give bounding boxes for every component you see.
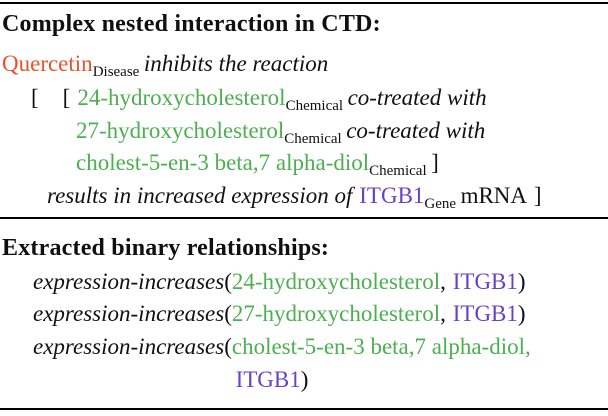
relation-text-results: results in increased expression of xyxy=(47,183,353,208)
bottom-rule xyxy=(0,408,608,410)
entity-cholest-diol: cholest-5-en-3 beta,7 alpha-diol xyxy=(76,150,370,175)
nested-interaction-heading: Complex nested interaction in CTD: xyxy=(2,11,381,37)
relation-arg2-3: ITGB1 xyxy=(235,367,301,392)
relation-arg2-1: ITGB1 xyxy=(452,269,518,294)
entity-type-chemical-2: Chemical xyxy=(284,131,342,147)
entity-type-gene: Gene xyxy=(424,196,457,212)
top-rule xyxy=(0,2,608,4)
middle-rule xyxy=(0,217,608,219)
relation-arg2-2: ITGB1 xyxy=(452,301,518,326)
comma-1: , xyxy=(440,269,446,294)
comma-3: , xyxy=(525,334,531,359)
relation-row-3-part-1: expression-increases(cholest-5-en-3 beta… xyxy=(33,333,531,361)
close-paren-1: ) xyxy=(517,269,526,294)
open-paren-1: ( xyxy=(224,269,232,294)
entity-type-chemical-3: Chemical xyxy=(369,163,427,179)
close-paren-2: ) xyxy=(517,301,526,326)
entity-type-chemical-1: Chemical xyxy=(285,98,344,114)
entity-type-disease: Disease xyxy=(92,64,140,80)
relation-text-cotreated-1: co-treated with xyxy=(347,85,487,110)
relation-row-2: expression-increases(27-hydroxycholester… xyxy=(33,300,526,328)
outer-open-bracket: [ xyxy=(31,85,39,110)
predicate-3: expression-increases xyxy=(33,334,225,359)
relation-arg1-2: 27-hydroxycholesterol xyxy=(231,301,441,326)
inner-open-bracket: [ xyxy=(62,85,71,110)
entity-itgb1: ITGB1 xyxy=(359,183,425,208)
relation-text-inhibits: inhibits the reaction xyxy=(143,51,329,76)
close-paren-3: ) xyxy=(300,367,309,392)
entity-27-hydroxycholesterol: 27-hydroxycholesterol xyxy=(76,118,285,143)
mrna-suffix: mRNA xyxy=(460,183,528,208)
open-paren-3: ( xyxy=(224,334,232,359)
outer-close-bracket: ] xyxy=(533,183,542,208)
nested-sentence-line-1: QuercetinDisease inhibits the reaction xyxy=(2,50,328,81)
nested-sentence-line-4: cholest-5-en-3 beta,7 alpha-diolChemical… xyxy=(76,149,439,180)
entity-quercetin: Quercetin xyxy=(2,51,93,76)
relation-text-cotreated-2: co-treated with xyxy=(346,118,486,143)
nested-sentence-line-2: [ [24-hydroxycholesterolChemical co-treate… xyxy=(31,84,487,115)
relation-row-1: expression-increases(24-hydroxycholester… xyxy=(33,268,526,296)
open-paren-2: ( xyxy=(224,301,232,326)
predicate-1: expression-increases xyxy=(33,269,225,294)
inner-close-bracket: ] xyxy=(431,150,439,175)
nested-sentence-line-5: results in increased expression of ITGB1G… xyxy=(47,182,542,213)
extracted-relationships-heading: Extracted binary relationships: xyxy=(2,235,330,261)
entity-24-hydroxycholesterol: 24-hydroxycholesterol xyxy=(77,85,286,110)
relation-arg1-1: 24-hydroxycholesterol xyxy=(231,269,441,294)
comma-2: , xyxy=(440,301,446,326)
predicate-2: expression-increases xyxy=(33,301,225,326)
relation-row-3-part-2: ITGB1) xyxy=(0,366,608,394)
nested-sentence-line-3: 27-hydroxycholesterolChemical co-treated … xyxy=(76,117,485,148)
relation-arg1-3: cholest-5-en-3 beta,7 alpha-diol xyxy=(231,334,525,359)
